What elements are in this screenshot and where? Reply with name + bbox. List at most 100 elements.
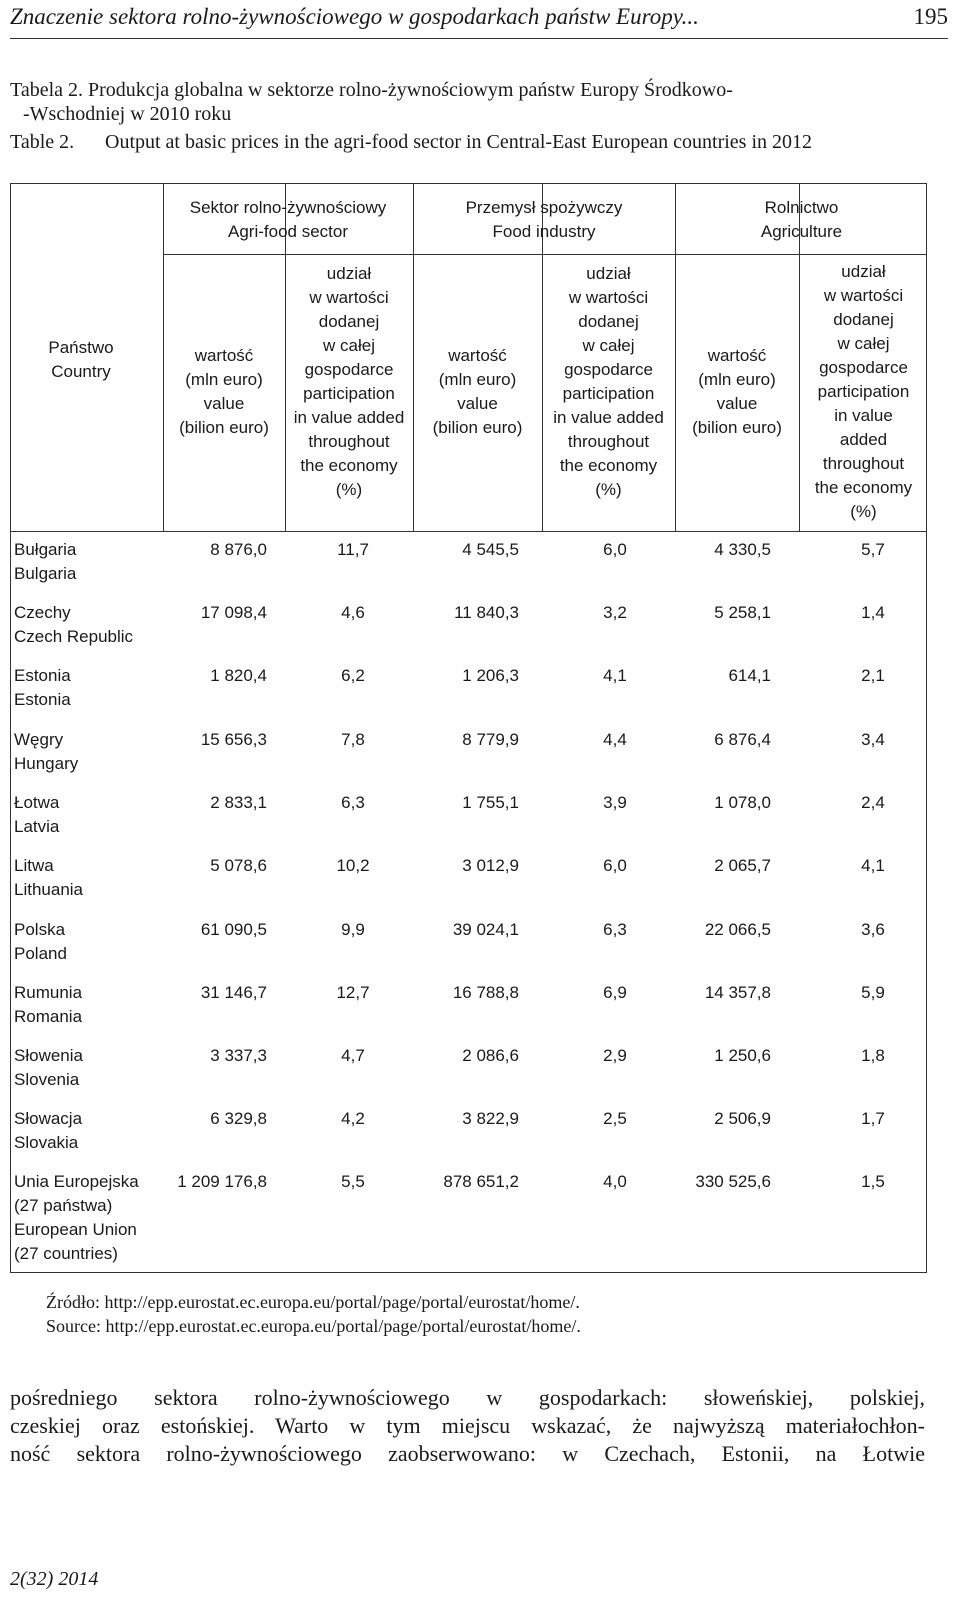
country-name: Unia Europejska xyxy=(14,1172,139,1191)
table-row: Estonia Estonia xyxy=(11,664,166,712)
group-header-food-industry: Przemysł spożywczy Food industry xyxy=(413,196,675,244)
share-header-line: gospodarce xyxy=(819,358,908,377)
share-header-line: participation xyxy=(303,384,395,403)
share-header-line: w wartości xyxy=(823,286,904,305)
country-name: Czech Republic xyxy=(14,627,134,646)
country-name: Łotwa xyxy=(14,793,60,812)
country-name: Bułgaria xyxy=(14,540,77,559)
value-header-line: value xyxy=(457,394,498,413)
table-cell: 16 788,8 xyxy=(452,983,519,1002)
table-cell: 2 065,7 xyxy=(714,856,771,875)
country-name: Czechy xyxy=(14,603,71,622)
table-row: Rumunia Romania xyxy=(11,981,166,1029)
value-column-header: wartość (mln euro) value (bilion euro) xyxy=(413,344,542,440)
value-header-line: wartość xyxy=(194,346,254,365)
table-caption-pl-line2: -Wschodniej w 2010 roku xyxy=(23,103,232,125)
header-divider xyxy=(799,184,800,531)
table-cell: 9,9 xyxy=(341,920,365,939)
share-header-line: (%) xyxy=(335,480,363,499)
country-name: Slovakia xyxy=(14,1133,79,1152)
table-cell: 3,9 xyxy=(603,793,627,812)
table-cell: 2 833,1 xyxy=(210,793,267,812)
share-header-line: w całej xyxy=(837,334,890,353)
table-cell: 14 357,8 xyxy=(704,983,771,1002)
share-header-line: the economy xyxy=(814,478,913,497)
country-name: Slovenia xyxy=(14,1070,80,1089)
share-header-line: throughout xyxy=(567,432,650,451)
table-cell: 39 024,1 xyxy=(452,920,519,939)
value-header-line: (bilion euro) xyxy=(692,418,782,437)
table-cell: 4,0 xyxy=(603,1172,627,1191)
table-cell: 15 656,3 xyxy=(200,730,267,749)
country-name: Litwa xyxy=(14,856,54,875)
share-header-line: udział xyxy=(841,262,886,281)
table-cell: 4,6 xyxy=(341,603,365,622)
share-header-line: dodanej xyxy=(318,312,380,331)
table-row: Bułgaria Bulgaria xyxy=(11,538,166,586)
table-cell: 1,8 xyxy=(861,1046,885,1065)
table-cell: 11,7 xyxy=(337,540,369,559)
share-header-line: throughout xyxy=(308,432,390,451)
table-cell: 6,3 xyxy=(341,793,365,812)
value-header-line: value xyxy=(203,394,245,413)
table-cell: 5,7 xyxy=(861,540,885,559)
share-header-line: gospodarce xyxy=(304,360,394,379)
table-cell: 61 090,5 xyxy=(200,920,267,939)
body-paragraph: pośredniego sektora rolno-żywnościowego … xyxy=(10,1384,925,1468)
table-cell: 6 876,4 xyxy=(714,730,771,749)
country-name: Polska xyxy=(14,920,66,939)
table-cell: 4,4 xyxy=(603,730,627,749)
share-header-line: udział xyxy=(326,264,372,283)
table-cell: 31 146,7 xyxy=(200,983,267,1002)
share-column-header: udział w wartości dodanej w całej gospodarce… xyxy=(799,260,928,524)
group-label-pl: Sektor rolno-żywnościowy xyxy=(189,198,387,217)
table-cell: 4 330,5 xyxy=(714,540,771,559)
country-name: Bulgaria xyxy=(14,564,77,583)
share-header-line: the economy xyxy=(559,456,658,475)
table-cell: 3,2 xyxy=(603,603,627,622)
header-divider xyxy=(413,184,414,531)
table-cell: 1 206,3 xyxy=(462,666,519,685)
country-name: Romania xyxy=(14,1007,83,1026)
table-cell: 1 755,1 xyxy=(462,793,519,812)
share-header-line: added xyxy=(839,430,888,449)
table-row: Łotwa Latvia xyxy=(11,791,166,839)
country-name: Poland xyxy=(14,944,67,963)
table-cell: 1,7 xyxy=(861,1109,885,1128)
table-row: Słowenia Slovenia xyxy=(11,1044,166,1092)
group-label-en: Agri-food sector xyxy=(228,222,348,241)
table-row: Słowacja Slovakia xyxy=(11,1107,166,1155)
table-row: Litwa Lithuania xyxy=(11,854,166,902)
share-header-line: w wartości xyxy=(309,288,389,307)
table-cell: 3,4 xyxy=(861,730,885,749)
body-line: pośredniego sektora rolno-żywnościowego … xyxy=(10,1385,925,1410)
table-cell: 10,2 xyxy=(336,856,370,875)
share-header-line: gospodarce xyxy=(564,360,653,379)
running-title: Znaczenie sektora rolno-żywnościowego w … xyxy=(10,4,699,29)
share-header-line: in value added xyxy=(293,408,405,427)
table-cell: 1 078,0 xyxy=(714,793,771,812)
data-table: Sektor rolno-żywnościowy Agri-food secto… xyxy=(10,183,927,1273)
group-header-agri-food: Sektor rolno-żywnościowy Agri-food secto… xyxy=(163,196,413,244)
share-header-line: w całej xyxy=(323,336,375,355)
table-cell: 614,1 xyxy=(728,666,771,685)
table-cell: 6,0 xyxy=(603,856,627,875)
running-head: Znaczenie sektora rolno-żywnościowego w … xyxy=(10,0,948,34)
table-cell: 1 209 176,8 xyxy=(177,1172,267,1191)
share-header-line: w wartości xyxy=(568,288,649,307)
group-label-pl: Rolnictwo xyxy=(764,198,839,217)
table-cell: 1 250,6 xyxy=(714,1046,771,1065)
table-cell: 2 086,6 xyxy=(462,1046,519,1065)
table-cell: 878 651,2 xyxy=(443,1172,519,1191)
country-name: Słowacja xyxy=(14,1109,83,1128)
country-name: European Union xyxy=(14,1220,137,1239)
table-cell: 11 840,3 xyxy=(454,603,519,622)
source-note-pl: Źródło: http://epp.eurostat.ec.europa.eu… xyxy=(46,1292,580,1312)
share-column-header: udział w wartości dodanej w całej gospodarce… xyxy=(542,262,675,502)
country-column-header: Państwo Country xyxy=(11,336,151,384)
table-cell: 4,1 xyxy=(861,856,885,875)
table-row: Czechy Czech Republic xyxy=(11,601,166,649)
share-header-line: udział xyxy=(586,264,631,283)
header-bottom-rule xyxy=(11,531,926,532)
table-cell: 8 876,0 xyxy=(210,540,267,559)
